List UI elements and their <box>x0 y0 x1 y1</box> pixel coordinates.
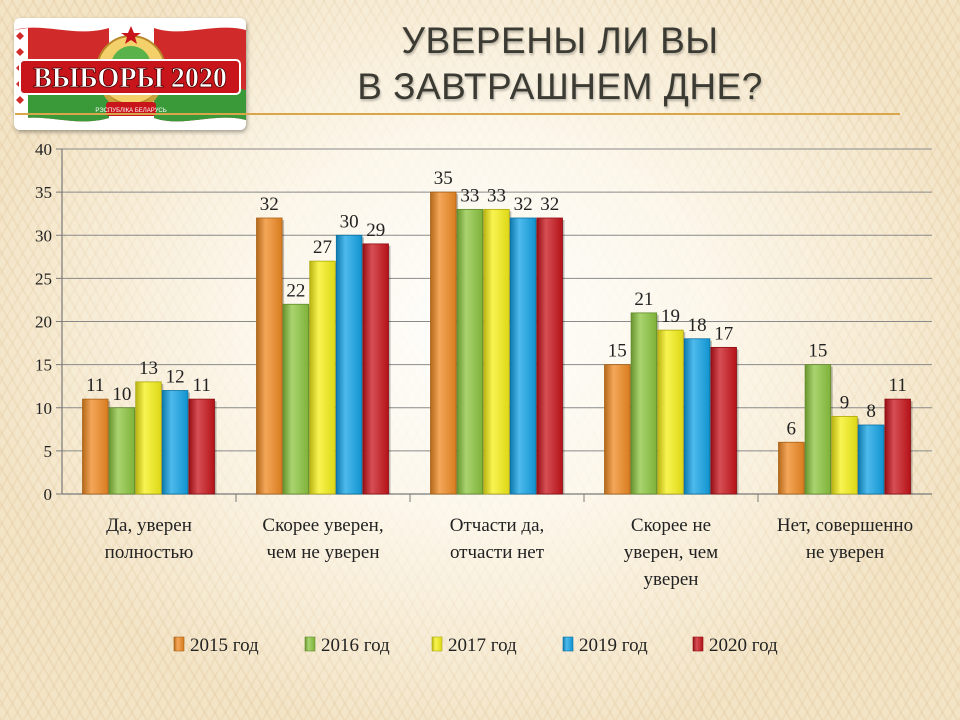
y-tick-label: 30 <box>35 226 52 245</box>
bar <box>430 191 457 495</box>
emblem-ribbon-text: РЭСПУБЛІКА БЕЛАРУСЬ <box>95 108 166 114</box>
chart-bars <box>82 191 913 495</box>
bar-value-label: 33 <box>460 185 479 206</box>
bar-value-label: 18 <box>688 315 707 336</box>
legend-swatch <box>562 636 574 652</box>
bar <box>282 303 310 495</box>
slide-title-line2: В ЗАВТРАШНЕМ ДНЕ? <box>357 66 763 107</box>
bar-value-label: 13 <box>139 358 158 379</box>
category-label-line: уверен <box>644 569 699 590</box>
bar <box>188 398 215 495</box>
category-label-line: уверен, чем <box>624 542 718 563</box>
slide-title: УВЕРЕНЫ ЛИ ВЫ В ЗАВТРАШНЕМ ДНЕ? <box>300 18 820 110</box>
bar-value-label: 21 <box>634 289 653 310</box>
legend-label: 2016 год <box>321 635 390 656</box>
category-label-line: Отчасти да, <box>450 515 545 536</box>
bar <box>108 407 136 495</box>
category-label-line: полностью <box>105 542 194 563</box>
bar-value-label: 29 <box>366 220 385 241</box>
bar <box>604 364 631 495</box>
category-label: Скорее уверен, чем не уверен <box>262 515 383 563</box>
bar <box>804 364 832 495</box>
bar-value-label: 10 <box>112 384 131 405</box>
chart-data-labels: 11 10 13 12 11 32 22 27 30 29 35 33 33 32 32 15 21 19 18 17… <box>86 168 907 439</box>
bar <box>135 381 162 495</box>
category-label-line: Скорее уверен, <box>262 515 383 536</box>
bar-value-label: 22 <box>286 280 305 301</box>
bar-value-label: 17 <box>714 323 733 344</box>
y-tick-label: 25 <box>35 269 52 288</box>
bar <box>509 217 537 495</box>
legend-swatch <box>173 636 185 652</box>
bar-value-label: 32 <box>260 194 279 215</box>
bar <box>82 398 109 495</box>
bar <box>831 415 858 495</box>
category-label: Да, уверен полностью <box>105 515 194 563</box>
y-tick-label: 5 <box>44 442 53 461</box>
bar <box>630 312 658 495</box>
bar-value-label: 6 <box>787 418 797 439</box>
y-tick-label: 20 <box>35 313 52 332</box>
bar <box>657 329 684 495</box>
category-label-line: Скорее не <box>631 515 711 536</box>
bar <box>778 441 805 495</box>
chart-category-labels: Да, уверен полностью Скорее уверен, чем не … <box>105 515 913 590</box>
bar-value-label: 32 <box>540 194 559 215</box>
category-label-line: чем не уверен <box>266 542 379 563</box>
bar-value-label: 32 <box>514 194 533 215</box>
bar <box>884 398 911 495</box>
category-label: Нет, совершенно не уверен <box>777 515 913 563</box>
bar-value-label: 12 <box>166 367 185 388</box>
bar-value-label: 19 <box>661 306 680 327</box>
chart-legend: 2015 год 2016 год 2017 год 2019 год 2020 год <box>173 635 778 656</box>
bar <box>362 243 389 495</box>
category-label: Скорее не уверен, чем уверен <box>624 515 718 590</box>
bar-value-label: 15 <box>808 341 827 362</box>
bar-value-label: 15 <box>608 341 627 362</box>
bar <box>536 217 563 495</box>
y-tick-label: 15 <box>35 356 52 375</box>
y-tick-label: 35 <box>35 183 52 202</box>
legend-label: 2020 год <box>709 635 778 656</box>
y-tick-label: 40 <box>35 140 52 159</box>
category-label-line: Нет, совершенно <box>777 515 913 536</box>
legend-label: 2015 год <box>190 635 259 656</box>
y-tick-label: 10 <box>35 399 52 418</box>
category-label-line: Да, уверен <box>106 515 192 536</box>
bar <box>483 208 510 495</box>
logo-text: ВЫБОРЫ 2020 <box>33 63 227 94</box>
legend-swatch <box>692 636 704 652</box>
bar <box>256 217 283 495</box>
bar-value-label: 9 <box>840 392 850 413</box>
legend-swatch <box>431 636 443 652</box>
bar-value-label: 35 <box>434 168 453 189</box>
bar-value-label: 33 <box>487 185 506 206</box>
bar <box>309 260 336 495</box>
y-tick-label: 0 <box>44 485 53 504</box>
slide-title-line1: УВЕРЕНЫ ЛИ ВЫ <box>401 20 719 61</box>
bar-value-label: 27 <box>313 237 332 258</box>
bar-value-label: 11 <box>193 375 211 396</box>
legend-swatch <box>304 636 316 652</box>
legend-label: 2019 год <box>579 635 648 656</box>
legend-label: 2017 год <box>448 635 517 656</box>
bar-value-label: 11 <box>889 375 907 396</box>
bar <box>456 208 484 495</box>
bar-value-label: 8 <box>866 401 876 422</box>
category-label: Отчасти да, отчасти нет <box>450 515 545 563</box>
bar <box>683 338 711 495</box>
category-label-line: отчасти нет <box>450 542 545 563</box>
bar <box>857 424 885 495</box>
title-divider <box>15 113 900 115</box>
category-label-line: не уверен <box>806 542 884 563</box>
bar-value-label: 11 <box>86 375 104 396</box>
bar <box>710 346 737 495</box>
bar <box>335 234 363 495</box>
bar <box>161 390 189 495</box>
elections-2020-logo: РЭСПУБЛІКА БЕЛАРУСЬ ВЫБОРЫ 2020 <box>14 18 246 130</box>
bar-value-label: 30 <box>340 211 359 232</box>
